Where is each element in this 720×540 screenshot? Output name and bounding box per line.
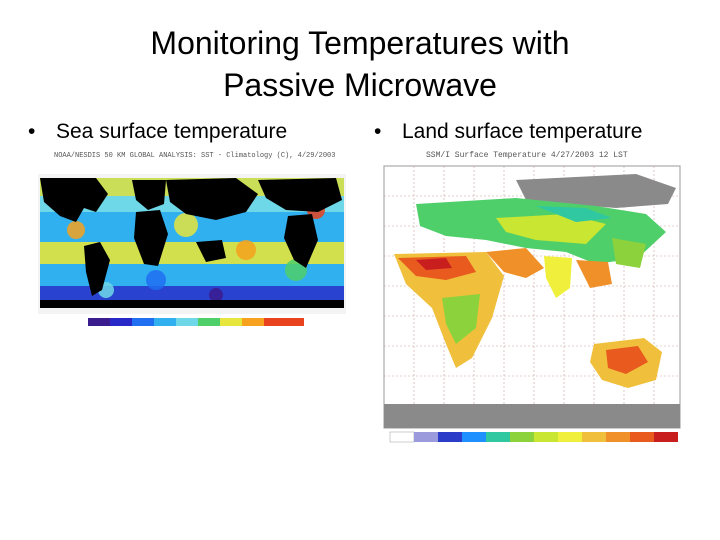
bullet-sst: • Sea surface temperature: [28, 118, 287, 146]
bullet-marker: •: [28, 120, 36, 143]
bullet-lst: • Land surface temperature: [374, 118, 642, 146]
sst-map-caption: NOAA/NESDIS 50 KM GLOBAL ANALYSIS: SST -…: [54, 152, 336, 160]
slide-title: Monitoring Temperatures with Passive Mic…: [0, 22, 720, 106]
title-line-2: Passive Microwave: [223, 67, 497, 103]
title-line-1: Monitoring Temperatures with: [150, 25, 570, 61]
lst-map-image: SSM/I Surface Temperature 4/27/2003 12 L…: [376, 148, 694, 444]
bullet-marker: •: [374, 120, 382, 143]
lst-map-caption: SSM/I Surface Temperature 4/27/2003 12 L…: [426, 151, 628, 160]
sst-map-image: NOAA/NESDIS 50 KM GLOBAL ANALYSIS: SST -…: [36, 150, 348, 328]
bullet-text-sst: Sea surface temperature: [56, 120, 288, 143]
sst-map-graphic: [38, 174, 346, 326]
bullet-text-lst: Land surface temperature: [402, 120, 643, 143]
lst-map-graphic: [383, 165, 681, 443]
